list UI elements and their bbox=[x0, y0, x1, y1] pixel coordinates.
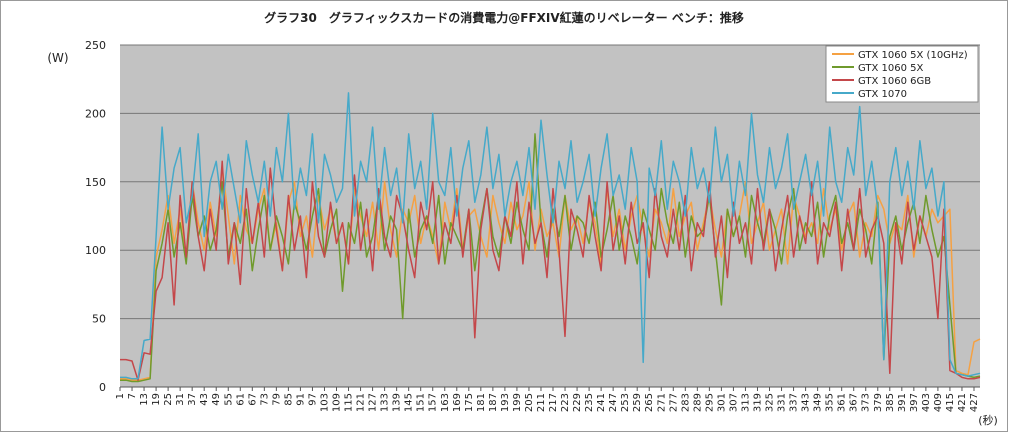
x-tick-label: 181 bbox=[476, 393, 487, 412]
x-tick-label: 67 bbox=[247, 393, 258, 406]
x-axis-label: (秒) bbox=[978, 413, 998, 427]
x-tick-label: 415 bbox=[945, 393, 956, 412]
x-tick-label: 403 bbox=[921, 393, 932, 412]
y-tick-label: 0 bbox=[99, 381, 106, 394]
series-line bbox=[120, 92, 981, 380]
x-tick-label: 49 bbox=[211, 393, 222, 406]
x-tick-label: 109 bbox=[332, 393, 343, 412]
x-tick-label: 157 bbox=[428, 393, 439, 412]
x-tick-label: 301 bbox=[716, 393, 727, 412]
x-tick-label: 13 bbox=[139, 393, 150, 406]
x-tick-label: 31 bbox=[175, 393, 186, 406]
x-tick-label: 91 bbox=[295, 393, 306, 406]
x-tick-label: 79 bbox=[271, 393, 282, 406]
x-tick-label: 325 bbox=[765, 393, 776, 412]
x-tick-label: 61 bbox=[235, 393, 246, 406]
x-tick-label: 295 bbox=[704, 393, 715, 412]
x-tick-label: 97 bbox=[307, 393, 318, 406]
x-tick-label: 127 bbox=[368, 393, 379, 412]
x-tick-label: 361 bbox=[837, 393, 848, 412]
x-tick-label: 397 bbox=[909, 393, 920, 412]
x-tick-label: 427 bbox=[969, 393, 980, 412]
x-tick-label: 205 bbox=[524, 393, 535, 412]
x-tick-label: 277 bbox=[668, 393, 679, 412]
x-tick-label: 139 bbox=[392, 393, 403, 412]
x-tick-label: 241 bbox=[596, 393, 607, 412]
x-tick-label: 421 bbox=[957, 393, 968, 412]
x-tick-label: 103 bbox=[319, 393, 330, 412]
x-tick-label: 85 bbox=[283, 393, 294, 406]
x-tick-label: 115 bbox=[344, 393, 355, 412]
legend-label: GTX 1060 5X bbox=[858, 63, 924, 74]
x-tick-label: 43 bbox=[199, 393, 210, 406]
y-tick-label: 50 bbox=[92, 313, 106, 326]
x-tick-label: 7 bbox=[127, 393, 138, 399]
x-tick-label: 199 bbox=[512, 393, 523, 412]
x-tick-label: 169 bbox=[452, 393, 463, 412]
x-tick-label: 283 bbox=[680, 393, 691, 412]
legend-label: GTX 1070 bbox=[858, 89, 907, 100]
x-tick-label: 271 bbox=[656, 393, 667, 412]
x-tick-label: 121 bbox=[356, 393, 367, 412]
x-tick-label: 247 bbox=[608, 393, 619, 412]
x-tick-label: 235 bbox=[584, 393, 595, 412]
x-tick-label: 331 bbox=[777, 393, 788, 412]
x-tick-label: 379 bbox=[873, 393, 884, 412]
x-tick-label: 187 bbox=[488, 393, 499, 412]
x-tick-label: 145 bbox=[404, 393, 415, 412]
x-tick-label: 265 bbox=[644, 393, 655, 412]
x-tick-label: 163 bbox=[440, 393, 451, 412]
x-tick-label: 289 bbox=[692, 393, 703, 412]
x-tick-label: 37 bbox=[187, 393, 198, 406]
x-tick-label: 1 bbox=[115, 393, 126, 399]
x-tick-label: 307 bbox=[728, 393, 739, 412]
x-tick-label: 373 bbox=[861, 393, 872, 412]
x-tick-label: 367 bbox=[849, 393, 860, 412]
x-tick-label: 211 bbox=[536, 393, 547, 412]
x-tick-label: 409 bbox=[933, 393, 944, 412]
x-tick-label: 391 bbox=[897, 393, 908, 412]
legend-label: GTX 1060 6GB bbox=[858, 76, 931, 87]
legend-label: GTX 1060 5X (10GHz) bbox=[858, 50, 968, 61]
series-line bbox=[120, 160, 981, 381]
x-tick-label: 217 bbox=[548, 393, 559, 412]
x-tick-label: 175 bbox=[464, 393, 475, 412]
y-axis-label: (W) bbox=[47, 51, 68, 65]
chart-title: グラフ30 グラフィックスカードの消費電力@FFXIV紅蓮のリベレーター ベンチ… bbox=[264, 10, 744, 25]
x-tick-label: 151 bbox=[416, 393, 427, 412]
x-tick-label: 229 bbox=[572, 393, 583, 412]
y-tick-label: 200 bbox=[85, 107, 106, 120]
x-tick-label: 133 bbox=[380, 393, 391, 412]
x-tick-label: 349 bbox=[813, 393, 824, 412]
x-tick-label: 55 bbox=[223, 393, 234, 406]
x-tick-label: 253 bbox=[620, 393, 631, 412]
x-tick-label: 193 bbox=[500, 393, 511, 412]
y-tick-label: 250 bbox=[85, 39, 106, 52]
x-tick-label: 223 bbox=[560, 393, 571, 412]
x-tick-label: 19 bbox=[151, 393, 162, 406]
x-tick-label: 259 bbox=[632, 393, 643, 412]
x-tick-label: 385 bbox=[885, 393, 896, 412]
x-tick-label: 25 bbox=[163, 393, 174, 406]
x-tick-label: 313 bbox=[740, 393, 751, 412]
x-tick-label: 337 bbox=[789, 393, 800, 412]
y-tick-label: 150 bbox=[85, 176, 106, 189]
x-tick-label: 355 bbox=[825, 393, 836, 412]
x-tick-label: 343 bbox=[801, 393, 812, 412]
x-tick-label: 319 bbox=[752, 393, 763, 412]
x-tick-label: 73 bbox=[259, 393, 270, 406]
y-tick-label: 100 bbox=[85, 244, 106, 257]
